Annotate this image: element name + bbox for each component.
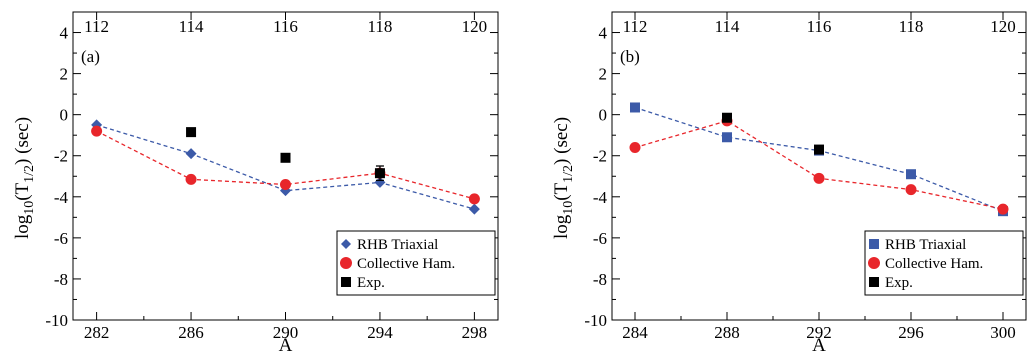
y-axis-title-part: 10: [561, 201, 576, 215]
top-axis-label: 114: [179, 17, 204, 36]
legend-label: RHB Triaxial: [885, 237, 966, 253]
data-point: [185, 173, 197, 185]
y-tick-label: 2: [60, 65, 69, 84]
x-tick-label: 296: [898, 323, 924, 342]
x-tick-label: 284: [622, 323, 648, 342]
legend-label: RHB Triaxial: [357, 237, 438, 253]
y-tick-label: -6: [593, 229, 607, 248]
y-tick-label: -8: [593, 270, 607, 289]
y-tick-label: -10: [45, 311, 68, 330]
series-collective-ham: [629, 115, 1009, 215]
series-line: [634, 106, 1004, 212]
data-point: [814, 144, 824, 155]
y-tick-label: -2: [54, 147, 68, 166]
legend: RHB Triaxial Collective Ham. Exp.: [864, 230, 1024, 296]
series-line: [96, 124, 475, 210]
y-axis-title-part: (T: [12, 182, 33, 200]
y-axis-title-part: log: [12, 214, 33, 239]
x-tick-label: 298: [462, 323, 488, 342]
y-tick-label: -2: [593, 147, 607, 166]
y-tick-label: 4: [599, 24, 608, 43]
legend-marker: [869, 277, 879, 287]
legend-box: [336, 230, 496, 296]
legend-marker: [869, 239, 879, 249]
x-tick-label: 294: [367, 323, 393, 342]
y-axis-title-part: 10: [22, 201, 37, 215]
y-tick-label: -6: [54, 229, 68, 248]
series-exp: [722, 112, 824, 155]
data-point: [722, 132, 732, 143]
legend-marker: [340, 257, 352, 269]
top-axis-label: 120: [990, 17, 1016, 36]
y-axis-title: log10(T1/2) (sec): [12, 117, 37, 239]
top-axis-label: 116: [807, 17, 832, 36]
series-rhb-triaxial: [91, 119, 480, 215]
data-point: [374, 176, 386, 188]
data-point: [468, 193, 480, 205]
legend-marker: [341, 239, 351, 249]
series-rhb-triaxial: [630, 102, 1008, 217]
data-point: [91, 125, 103, 137]
data-point: [185, 148, 197, 160]
top-axis-label: 114: [715, 17, 740, 36]
y-axis-title-part: ) (sec): [12, 117, 33, 165]
y-axis-title-part: 1/2: [22, 165, 37, 183]
series-line: [634, 120, 1004, 210]
x-axis-title: A: [812, 335, 826, 352]
legend-marker: [868, 257, 880, 269]
series-exp: [186, 127, 385, 182]
panel-label: (a): [81, 47, 100, 66]
legend-label: Exp.: [885, 275, 913, 291]
y-axis-title-part: 1/2: [561, 165, 576, 183]
series-line: [96, 130, 475, 200]
data-point: [280, 178, 291, 190]
panel-label: (b): [620, 47, 640, 66]
legend-box: [864, 230, 1024, 296]
y-axis-title: log10(T1/2) (sec): [551, 117, 576, 239]
y-tick-label: -8: [54, 270, 68, 289]
data-point: [280, 152, 291, 163]
top-axis-label: 116: [273, 17, 298, 36]
legend: RHB Triaxial Collective Ham. Exp.: [336, 230, 496, 296]
top-axis-label: 112: [623, 17, 648, 36]
y-tick-label: 2: [599, 65, 608, 84]
x-tick-label: 292: [806, 323, 832, 342]
data-point: [906, 169, 916, 180]
top-axis-label: 118: [899, 17, 924, 36]
y-tick-label: -4: [593, 188, 608, 207]
top-axis-label: 112: [84, 17, 109, 36]
top-axis-label: 118: [368, 17, 393, 36]
legend-label: Collective Ham.: [357, 256, 455, 272]
data-point: [629, 142, 641, 154]
y-tick-label: 4: [60, 24, 69, 43]
x-tick-label: 288: [714, 323, 740, 342]
legend-marker: [341, 277, 351, 287]
chart-panel-b: 284 288 292 296 300 112 114 116 118 120 4 2 0 -2 -4 -6 -…: [551, 11, 1027, 352]
data-point: [905, 184, 917, 196]
x-tick-label: 282: [84, 323, 110, 342]
legend-label: Exp.: [357, 275, 385, 291]
legend-label: Collective Ham.: [885, 256, 983, 272]
y-tick-label: 0: [60, 106, 69, 125]
x-tick-label: 300: [990, 323, 1016, 342]
x-tick-label: 290: [273, 323, 299, 342]
data-point: [468, 203, 480, 215]
chart-panel-a: 282 286 290 294 298 112 114 116 118 120 4 2 0 -2 -4 -6 -…: [12, 11, 499, 352]
data-point: [722, 112, 732, 123]
data-point: [186, 127, 197, 138]
top-axis-label: 120: [462, 17, 488, 36]
data-point: [813, 172, 825, 184]
y-axis-title-part: ) (sec): [551, 117, 572, 165]
y-tick-label: -10: [584, 311, 607, 330]
y-axis-title-part: (T: [551, 182, 572, 200]
y-axis-title-part: log: [551, 214, 572, 239]
x-tick-label: 286: [178, 323, 204, 342]
data-point: [374, 168, 385, 179]
data-point: [630, 102, 640, 113]
y-tick-label: -4: [54, 188, 69, 207]
data-point: [997, 203, 1009, 215]
y-tick-label: 0: [599, 106, 608, 125]
x-axis-title: A: [279, 335, 293, 352]
